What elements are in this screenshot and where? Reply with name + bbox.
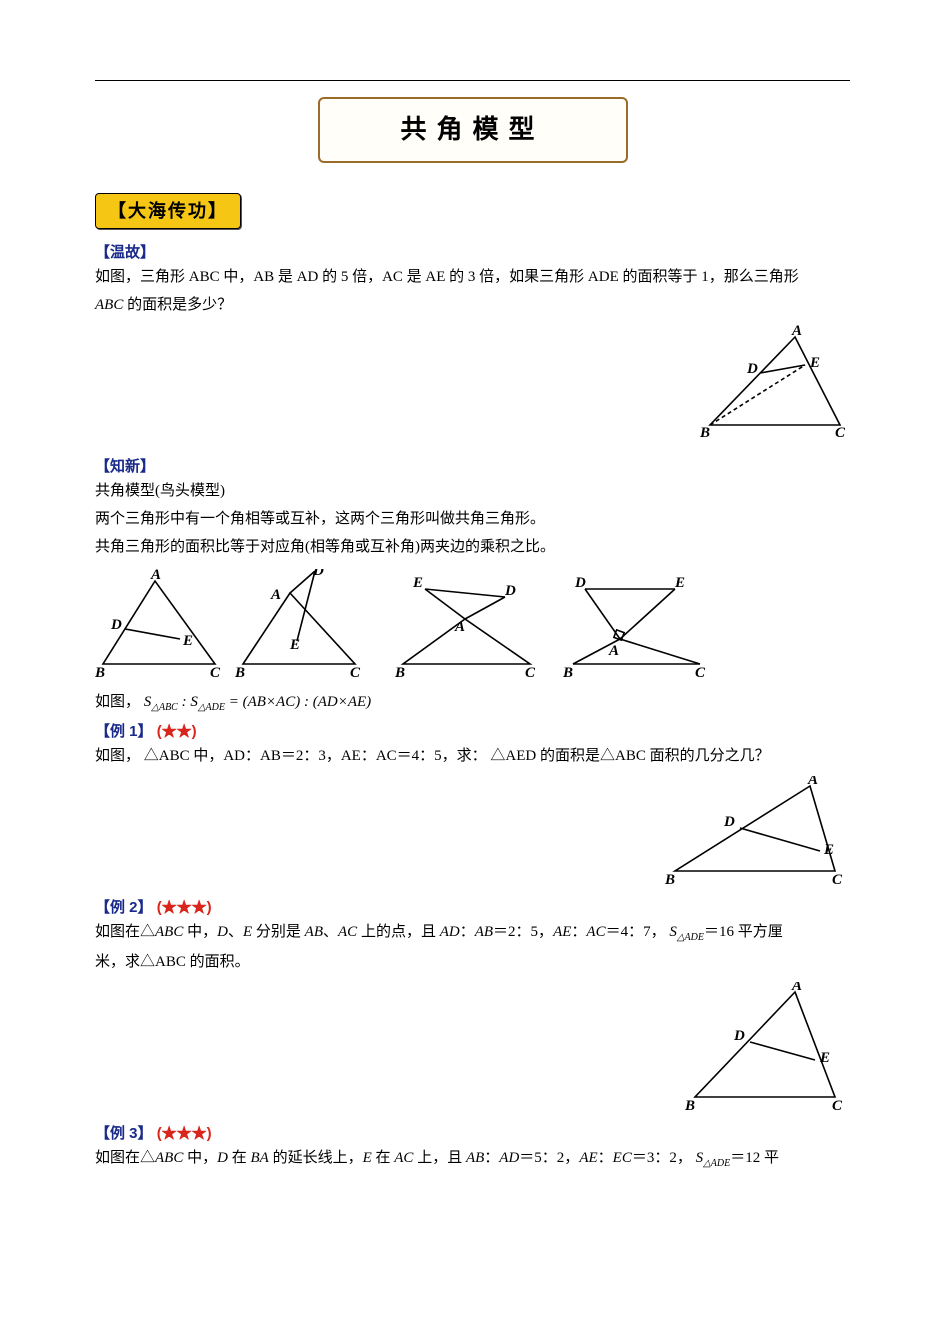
svg-text:B: B — [234, 665, 245, 681]
svg-text:E: E — [809, 355, 820, 371]
svg-text:A: A — [791, 325, 802, 339]
triangle-ex2: A D E B C — [680, 982, 850, 1112]
wengu-text-2: ABC 的面积是多少？ — [95, 293, 850, 317]
svg-text:C: C — [210, 665, 221, 681]
ex2-text-2: 米，求△ABC 的面积。 — [95, 950, 850, 974]
ex1-stars: (★★) — [157, 723, 197, 740]
svg-text:E: E — [819, 1050, 830, 1066]
ex1-label: 【例 1】 (★★) — [95, 720, 850, 744]
svg-text:D: D — [110, 617, 122, 633]
page-title: 共角模型 — [400, 115, 544, 144]
ex3-stars: (★★★) — [157, 1125, 212, 1142]
svg-text:D: D — [504, 583, 516, 599]
ex3-label: 【例 3】 (★★★) — [95, 1122, 850, 1146]
svg-text:D: D — [733, 1028, 745, 1044]
formula-line: 如图， S△ABC : S△ADE = (AB×AC) : (AD×AE) — [95, 690, 850, 716]
svg-text:E: E — [289, 637, 300, 653]
figure-row-models: A D E B C A D E B C A E D B C — [95, 569, 850, 684]
ex2-label: 【例 2】 (★★★) — [95, 896, 850, 920]
svg-text:B: B — [394, 665, 405, 681]
zhixin-line-2: 两个三角形中有一个角相等或互补，这两个三角形叫做共角三角形。 — [95, 507, 850, 531]
svg-text:D: D — [574, 575, 586, 591]
title-frame: 共角模型 — [318, 97, 628, 163]
svg-text:A: A — [150, 569, 161, 583]
ex2-stars: (★★★) — [157, 899, 212, 916]
zhixin-line-3: 共角三角形的面积比等于对应角(相等角或互补角)两夹边的乘积之比。 — [95, 535, 850, 559]
ex2-text-1: 如图在△ABC 中，D、E 分别是 AB、AC 上的点，且 AD：AB＝2：5，… — [95, 920, 850, 946]
page-top-rule — [95, 80, 850, 81]
svg-text:B: B — [95, 665, 105, 681]
four-model-diagrams: A D E B C A D E B C A E D B C — [95, 569, 715, 684]
wengu-text-1: 如图，三角形 ABC 中，AB 是 AD 的 5 倍，AC 是 AE 的 3 倍… — [95, 265, 850, 289]
svg-text:C: C — [832, 872, 843, 886]
svg-text:C: C — [525, 665, 536, 681]
figure-ex2: A D E B C — [95, 982, 850, 1112]
figure-ex1: A D E B C — [95, 776, 850, 886]
section-badge: 【大海传功】 — [95, 193, 850, 236]
zhixin-line-1: 共角模型(鸟头模型) — [95, 479, 850, 503]
figure-wengu: A D E B C — [95, 325, 850, 445]
svg-text:A: A — [807, 776, 818, 788]
svg-text:D: D — [723, 814, 735, 830]
svg-text:A: A — [791, 982, 802, 994]
area-ratio-formula: S△ABC : S△ADE = (AB×AC) : (AD×AE) — [144, 694, 371, 710]
svg-text:A: A — [454, 619, 465, 635]
triangle-ade-abc: A D E B C — [690, 325, 850, 445]
svg-text:C: C — [695, 665, 706, 681]
badge-text: 【大海传功】 — [95, 193, 241, 230]
svg-text:C: C — [350, 665, 361, 681]
svg-text:D: D — [746, 361, 758, 377]
triangle-ex1: A D E B C — [660, 776, 850, 886]
zhixin-label: 【知新】 — [95, 455, 850, 479]
ex3-text: 如图在△ABC 中，D 在 BA 的延长线上，E 在 AC 上，且 AB：AD＝… — [95, 1146, 850, 1172]
svg-text:A: A — [270, 587, 281, 603]
svg-text:B: B — [699, 425, 710, 441]
svg-text:E: E — [823, 842, 834, 858]
svg-text:B: B — [664, 872, 675, 886]
svg-text:A: A — [608, 643, 619, 659]
svg-text:D: D — [312, 569, 324, 579]
svg-text:E: E — [182, 633, 193, 649]
ex1-text: 如图， △ABC 中，AD：AB＝2：3，AE：AC＝4：5，求： △AED 的… — [95, 744, 850, 768]
svg-text:B: B — [562, 665, 573, 681]
svg-text:B: B — [684, 1098, 695, 1112]
svg-text:C: C — [835, 425, 846, 441]
svg-text:C: C — [832, 1098, 843, 1112]
svg-text:E: E — [412, 575, 423, 591]
svg-text:E: E — [674, 575, 685, 591]
wengu-label: 【温故】 — [95, 241, 850, 265]
